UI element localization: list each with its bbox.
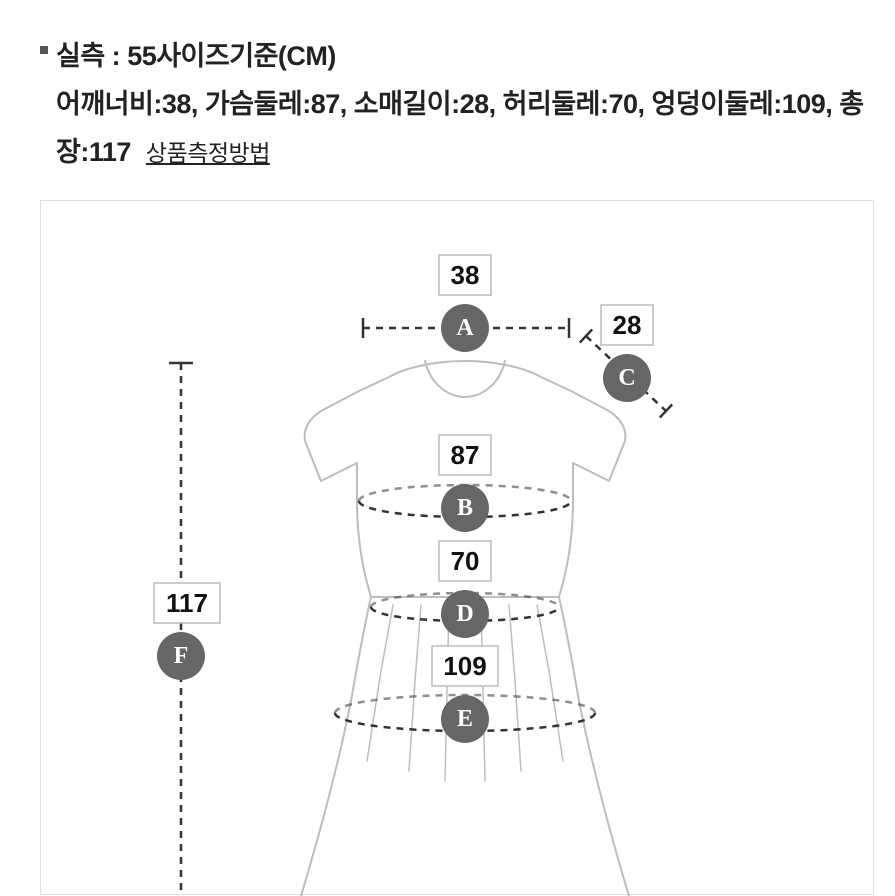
measurement-text: 실측 : 55사이즈기준(CM) 어깨너비:38, 가슴둘레:87, 소매길이:… [56, 32, 870, 176]
svg-text:B: B [457, 495, 473, 521]
svg-text:70: 70 [451, 546, 480, 576]
svg-text:117: 117 [166, 588, 208, 618]
svg-text:38: 38 [451, 260, 480, 290]
size-diagram: 38 A 28 C 87 B 70 D 109 E 117 F [40, 200, 874, 895]
svg-text:28: 28 [613, 310, 642, 340]
measurement-header: 실측 : 55사이즈기준(CM) 어깨너비:38, 가슴둘레:87, 소매길이:… [40, 32, 870, 176]
dress-measurement-svg: 38 A 28 C 87 B 70 D 109 E 117 F [41, 201, 875, 896]
svg-text:D: D [456, 601, 473, 627]
svg-text:87: 87 [451, 440, 480, 470]
svg-text:A: A [456, 315, 474, 341]
svg-text:E: E [457, 706, 473, 732]
measure-method-link[interactable]: 상품측정방법 [146, 140, 270, 166]
bullet-icon [40, 46, 48, 54]
title-prefix: 실측 : [56, 41, 127, 71]
size-basis: 55사이즈기준(CM) [127, 41, 336, 71]
svg-text:F: F [174, 643, 189, 669]
svg-text:109: 109 [443, 651, 486, 681]
svg-text:C: C [618, 365, 635, 391]
